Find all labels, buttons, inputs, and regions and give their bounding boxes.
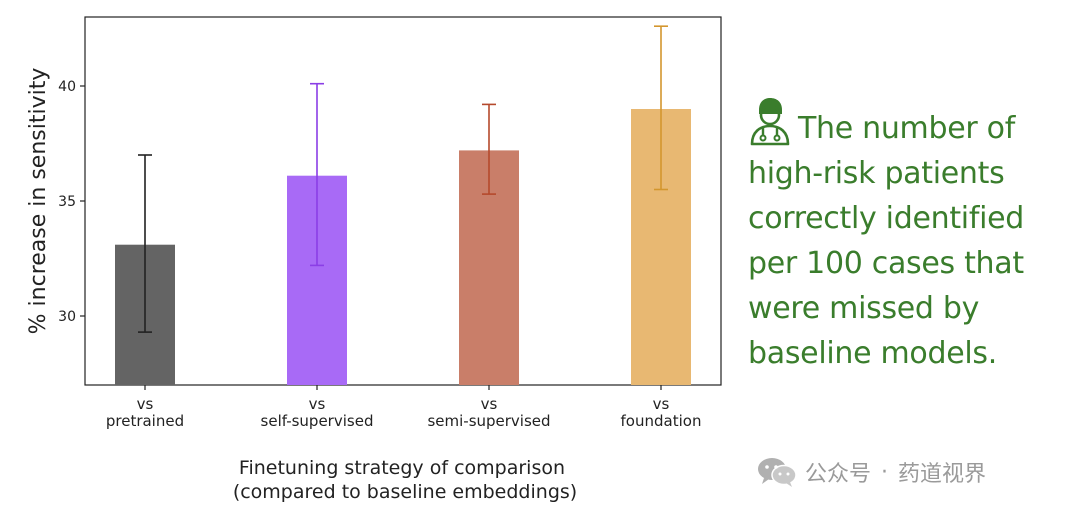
bars: [115, 109, 691, 385]
annotation-line-5: were missed by: [748, 291, 980, 326]
watermark: 公众号 · 药道视界: [757, 456, 986, 488]
doctor-icon: [750, 98, 790, 146]
x-axis-label: Finetuning strategy of comparison (compa…: [233, 457, 577, 503]
watermark-separator: ·: [881, 459, 889, 485]
x-axis-label-line-1: Finetuning strategy of comparison: [239, 457, 565, 479]
annotation-line-1-text: The number of: [798, 111, 1015, 146]
y-tick-label: 35: [58, 194, 76, 210]
y-axis-label: % increase in sensitivity: [26, 68, 51, 335]
watermark-account-type: 公众号: [805, 462, 872, 487]
annotation-line-6: baseline models.: [748, 336, 997, 371]
wechat-icon: [758, 458, 797, 487]
x-tick-label: vs semi-supervised: [427, 395, 550, 430]
plot-frame: [84, 16, 722, 386]
x-tick-label: vs foundation: [621, 395, 702, 430]
annotation-line-2: high-risk patients: [748, 156, 1005, 191]
x-tick-label: vs self-supervised: [261, 395, 374, 430]
x-axis: vs pretrained vs self-supervised vs semi-supe…: [106, 385, 702, 430]
annotation-line-4: per 100 cases that: [748, 246, 1024, 281]
error-bars: [138, 25, 668, 333]
x-tick-label: vs pretrained: [106, 395, 184, 430]
bar-chart: 30 35 40 vs pretrained vs self-supervised vs se…: [26, 16, 722, 503]
y-tick-label: 30: [58, 309, 76, 325]
x-axis-label-line-2: (compared to baseline embeddings): [233, 481, 577, 503]
annotation-text: The number of high-risk patients correct…: [748, 96, 1073, 376]
watermark-account-name: 药道视界: [898, 462, 987, 487]
annotation-line-1: The number of: [748, 96, 1073, 151]
annotation-line-3: correctly identified: [748, 201, 1025, 236]
y-tick-label: 40: [58, 79, 76, 95]
y-axis: 30 35 40: [58, 79, 85, 325]
